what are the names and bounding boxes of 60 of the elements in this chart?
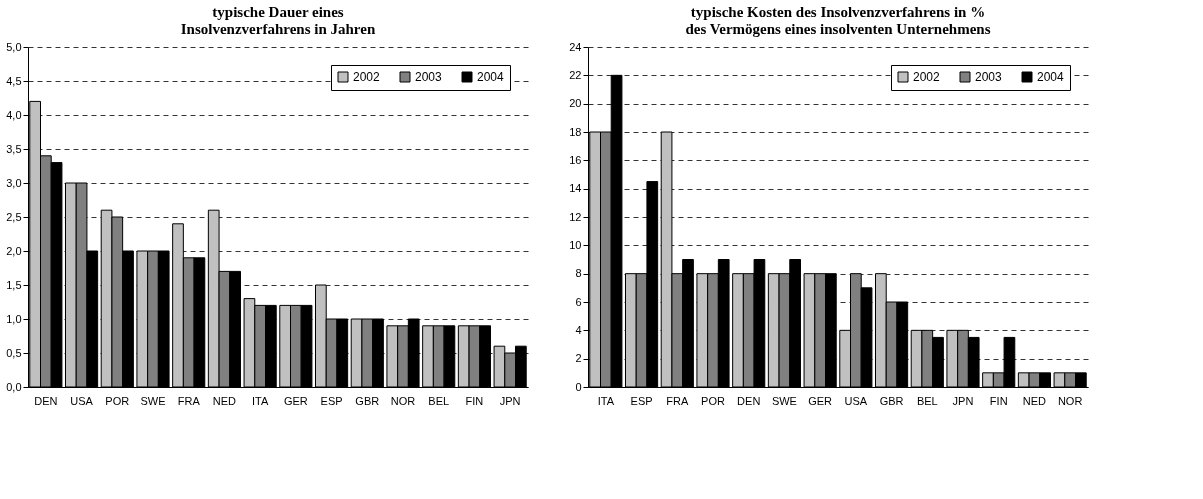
y-tick-label: 18: [569, 125, 582, 138]
x-tick-label: SWE: [140, 394, 166, 407]
y-tick-label: 10: [569, 238, 582, 251]
x-tick-label: NED: [1022, 394, 1047, 407]
x-tick-label: FIN: [465, 394, 484, 407]
x-tick-label: FRA: [666, 394, 689, 407]
x-tick-label: ESP: [630, 394, 653, 407]
chart-title: typische Kosten des Insolvenzverfahrens in % des Vermögens eines insolventen Unternehmens: [685, 4, 991, 37]
x-tick-label: GER: [808, 394, 833, 407]
y-tick-label: 3,5: [6, 142, 22, 155]
y-tick-label: 16: [569, 153, 582, 166]
x-tick-label: NOR: [1057, 394, 1083, 407]
x-tick-label: USA: [844, 394, 868, 407]
y-tick-label: 14: [569, 182, 582, 195]
legend-label: 2002: [353, 70, 381, 84]
x-tick-label: POR: [701, 394, 725, 407]
y-tick-label: 0,5: [6, 346, 22, 359]
x-tick-label: NED: [212, 394, 237, 407]
legend-label: 2004: [477, 70, 505, 84]
x-tick-label: POR: [105, 394, 130, 407]
y-tick-label: 1,0: [6, 312, 22, 325]
x-tick-label: GER: [283, 394, 308, 407]
y-tick-label: 12: [569, 210, 582, 223]
x-tick-label: SWE: [771, 394, 797, 407]
x-tick-label: ESP: [320, 394, 343, 407]
x-tick-label: DEN: [34, 394, 58, 407]
y-tick-label: 8: [575, 267, 582, 280]
y-tick-label: 0: [575, 380, 582, 393]
y-tick-label: 4,5: [6, 74, 22, 87]
y-tick-label: 22: [569, 68, 582, 81]
y-tick-label: 24: [569, 40, 582, 53]
y-tick-label: 20: [569, 97, 582, 110]
legend-label: 2002: [913, 70, 941, 84]
y-tick-label: 5,0: [6, 40, 22, 53]
x-tick-label: ITA: [597, 394, 615, 407]
y-tick-label: 4: [575, 323, 582, 336]
y-tick-label: 4,0: [6, 108, 22, 121]
legend-label: 2004: [1037, 70, 1065, 84]
x-tick-label: USA: [70, 394, 94, 407]
x-tick-label: FIN: [989, 394, 1008, 407]
x-tick-label: DEN: [737, 394, 761, 407]
x-tick-label: GBR: [879, 394, 904, 407]
chart-title: typische Dauer eines Insolvenzverfahrens in Jahren: [180, 4, 376, 37]
x-tick-label: BEL: [916, 394, 938, 407]
x-tick-label: NOR: [390, 394, 416, 407]
x-tick-label: GBR: [355, 394, 380, 407]
legend-label: 2003: [415, 70, 443, 84]
x-tick-label: FRA: [177, 394, 201, 407]
y-tick-label: 6: [575, 295, 582, 308]
x-tick-label: ITA: [251, 394, 269, 407]
y-tick-label: 2: [575, 352, 582, 365]
y-tick-label: 2,5: [6, 210, 22, 223]
y-tick-label: 0,0: [6, 380, 22, 393]
x-tick-label: JPN: [952, 394, 974, 407]
y-tick-label: 3,0: [6, 176, 22, 189]
y-tick-label: 1,5: [6, 278, 22, 291]
legend-label: 2003: [975, 70, 1003, 84]
x-tick-label: BEL: [428, 394, 450, 407]
y-tick-label: 2,0: [6, 244, 22, 257]
x-tick-label: JPN: [499, 394, 521, 407]
